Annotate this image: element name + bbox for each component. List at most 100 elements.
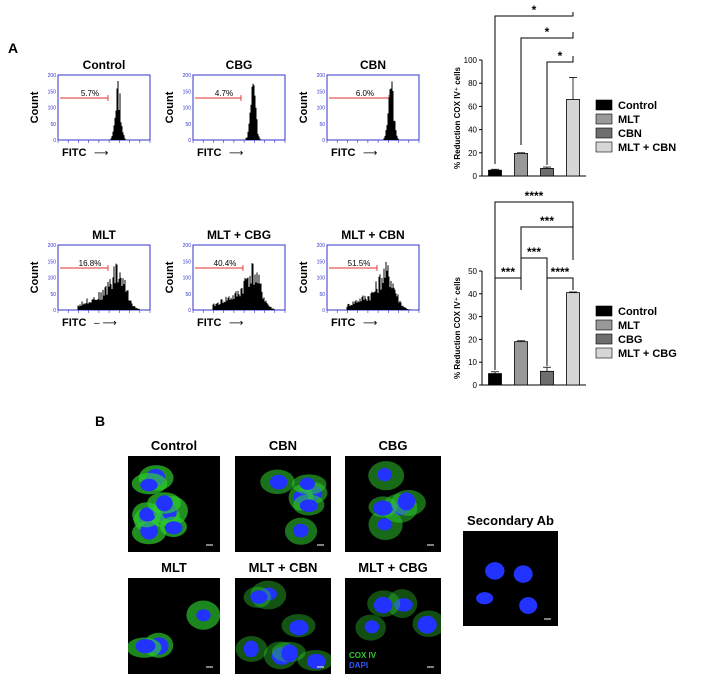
micrograph-title: MLT + CBN <box>248 560 318 575</box>
histogram-arrow: ⟶ <box>94 148 108 159</box>
histogram-title: CBN <box>360 58 386 72</box>
micrograph-cells <box>476 562 551 620</box>
dapi-nucleus <box>485 562 505 580</box>
histogram-ylabel: Count <box>29 261 41 293</box>
y-axis-label: % Reduction COX IV⁺ cells <box>453 66 462 169</box>
dapi-nucleus <box>155 495 173 512</box>
legend-swatch <box>595 319 613 331</box>
dapi-nucleus <box>377 518 393 531</box>
histogram-title: Control <box>83 58 126 72</box>
significance-label: *** <box>501 265 515 279</box>
stain-legend-dapi: DAPI <box>349 661 368 670</box>
micrograph-cells <box>131 465 213 546</box>
flow-histogram: MLT + CBN 200 150 100 50 0 Count FITC ⟶ 51.5% <box>298 228 420 329</box>
micrograph-cells <box>235 580 331 671</box>
histogram-ytick: 100 <box>183 276 192 282</box>
dapi-nucleus <box>292 523 309 538</box>
legend-swatch <box>595 127 613 139</box>
histogram-ytick: 0 <box>322 308 325 314</box>
histogram-title: MLT <box>92 228 116 242</box>
significance-label: * <box>532 3 537 17</box>
significance-bracket <box>546 56 574 165</box>
bar <box>540 168 554 177</box>
histogram-ytick: 50 <box>185 292 191 298</box>
micrograph-image <box>463 531 558 626</box>
dapi-nucleus <box>281 644 298 663</box>
significance-bracket <box>546 277 574 366</box>
dapi-nucleus <box>196 609 211 622</box>
micrograph-title: Secondary Ab <box>467 513 554 528</box>
histogram-ylabel: Count <box>164 261 176 293</box>
histogram-xlabel: FITC <box>331 147 355 159</box>
histogram-bars <box>346 261 411 310</box>
micrograph-title: Control <box>150 438 198 453</box>
bar <box>514 152 528 177</box>
histogram-ytick: 50 <box>50 292 56 298</box>
legend-label: CBN <box>618 128 642 140</box>
dapi-nucleus <box>476 592 494 605</box>
gate-percent: 51.5% <box>348 259 371 268</box>
panel-label-b: B <box>95 413 106 429</box>
legend-swatch <box>595 347 613 359</box>
legend-label: MLT + CBN <box>618 142 676 154</box>
histogram-arrow: ⟶ <box>229 318 243 329</box>
bar <box>514 341 528 386</box>
legend-label: CBG <box>618 334 642 346</box>
histogram-bars <box>212 263 275 310</box>
histogram-title: MLT + CBG <box>207 228 271 242</box>
micrograph-title: MLT <box>161 560 187 575</box>
y-tick-label: 0 <box>473 381 478 390</box>
bar <box>566 292 580 386</box>
legend-label: MLT <box>618 320 640 332</box>
y-tick-label: 60 <box>468 102 477 111</box>
significance-label: **** <box>551 265 570 279</box>
y-tick-label: 40 <box>468 290 477 299</box>
significance-label: *** <box>527 245 541 259</box>
histogram-ytick: 150 <box>183 259 192 265</box>
dapi-nucleus <box>140 478 158 492</box>
histogram-title: CBG <box>226 58 253 72</box>
histogram-bars <box>383 81 399 140</box>
histogram-ytick: 0 <box>53 308 56 314</box>
dapi-nucleus <box>364 620 380 634</box>
flow-histogram: CBN 200 150 100 50 0 Count FITC ⟶ 6.0% <box>298 58 420 159</box>
y-axis-label: % Reduction COX IV⁺ cells <box>453 276 462 379</box>
legend-label: Control <box>618 306 657 318</box>
histogram-ytick: 150 <box>48 89 57 95</box>
bar <box>566 99 580 177</box>
dapi-nucleus <box>373 500 393 516</box>
y-tick-label: 20 <box>468 149 477 158</box>
gate-percent: 16.8% <box>79 259 102 268</box>
dapi-nucleus <box>243 640 259 658</box>
histogram-ytick: 150 <box>317 259 326 265</box>
micrograph-image <box>235 456 331 552</box>
micrograph-title: CBG <box>378 438 408 453</box>
dapi-nucleus <box>417 615 437 634</box>
bar <box>488 169 502 177</box>
histogram-xlabel: FITC <box>62 317 86 329</box>
significance-label: **** <box>525 190 544 203</box>
histogram-ytick: 50 <box>185 122 191 128</box>
legend-label: MLT <box>618 114 640 126</box>
flow-histogram: CBG 200 150 100 50 0 Count FITC ⟶ 4.7% <box>164 58 286 159</box>
dapi-nucleus <box>394 598 413 612</box>
legend-swatch <box>595 305 613 317</box>
gate-percent: 5.7% <box>81 89 99 98</box>
dapi-nucleus <box>289 619 309 636</box>
y-tick-label: 0 <box>473 172 478 181</box>
histogram-ytick: 100 <box>317 276 326 282</box>
gate-percent: 40.4% <box>214 259 237 268</box>
histogram-ytick: 100 <box>48 106 57 112</box>
dapi-nucleus <box>513 565 533 583</box>
y-tick-label: 40 <box>468 126 477 135</box>
flow-histogram: MLT 200 150 100 50 0 Count FITC – ⟶ 16.8% <box>29 228 151 329</box>
legend-swatch <box>595 113 613 125</box>
histogram-ytick: 100 <box>317 106 326 112</box>
histogram-ytick: 200 <box>48 73 57 79</box>
dapi-nucleus <box>299 477 315 490</box>
dapi-nucleus <box>164 521 183 535</box>
flow-histogram: MLT + CBG 200 150 100 50 0 Count FITC ⟶ 40.4% <box>164 228 286 329</box>
histogram-title: MLT + CBN <box>341 228 404 242</box>
